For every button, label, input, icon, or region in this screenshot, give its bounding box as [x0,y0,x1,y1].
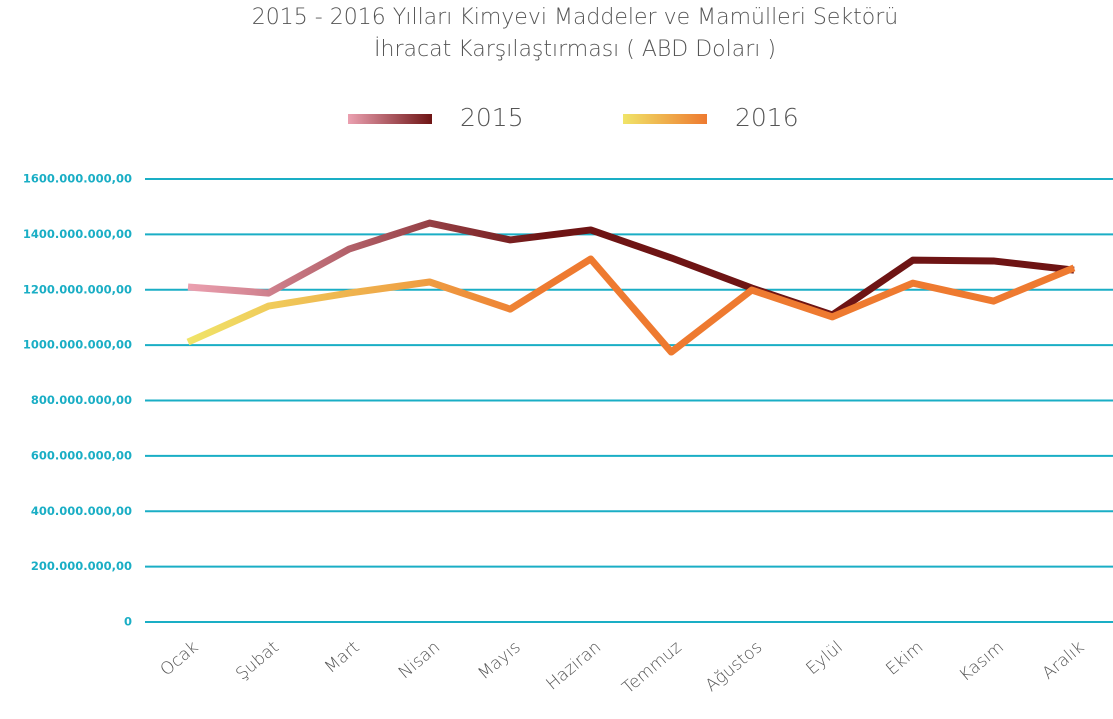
x-tick-label: Ağustos [702,637,766,696]
chart-subtitle: İhracat Karşılaştırması ( ABD Doları ) [374,36,776,62]
legend-label: 2016 [735,103,799,132]
y-tick-label: 200.000.000,00 [31,559,132,573]
x-tick-label: Nisan [395,637,444,683]
series-line [186,255,1076,356]
x-tick-label: Şubat [232,637,283,684]
y-tick-label: 1000.000.000,00 [23,338,132,352]
x-tick-label: Mart [321,637,364,677]
y-tick-label: 1400.000.000,00 [23,227,132,241]
y-tick-label: 1600.000.000,00 [23,172,132,186]
y-tick-label: 800.000.000,00 [31,393,132,407]
legend-swatch [348,114,432,124]
x-tick-label: Ekim [882,637,927,679]
legend-label: 2015 [460,103,524,132]
x-tick-label: Temmuz [619,637,686,698]
x-tick-label: Aralık [1039,637,1089,683]
x-tick-label: Haziran [542,637,605,694]
x-tick-label: Mayıs [474,637,524,684]
x-tick-label: Kasım [956,637,1008,685]
y-tick-label: 400.000.000,00 [31,504,132,518]
y-tick-label: 1200.000.000,00 [23,282,132,296]
series-line [187,219,1075,319]
x-tick-label: Ocak [157,637,203,680]
chart-title: 2015 - 2016 Yılları Kimyevi Maddeler ve … [252,5,898,30]
y-tick-label: 0 [124,615,132,629]
y-tick-label: 600.000.000,00 [31,448,132,462]
x-tick-label: Eylül [803,637,847,679]
legend-swatch [623,114,707,124]
